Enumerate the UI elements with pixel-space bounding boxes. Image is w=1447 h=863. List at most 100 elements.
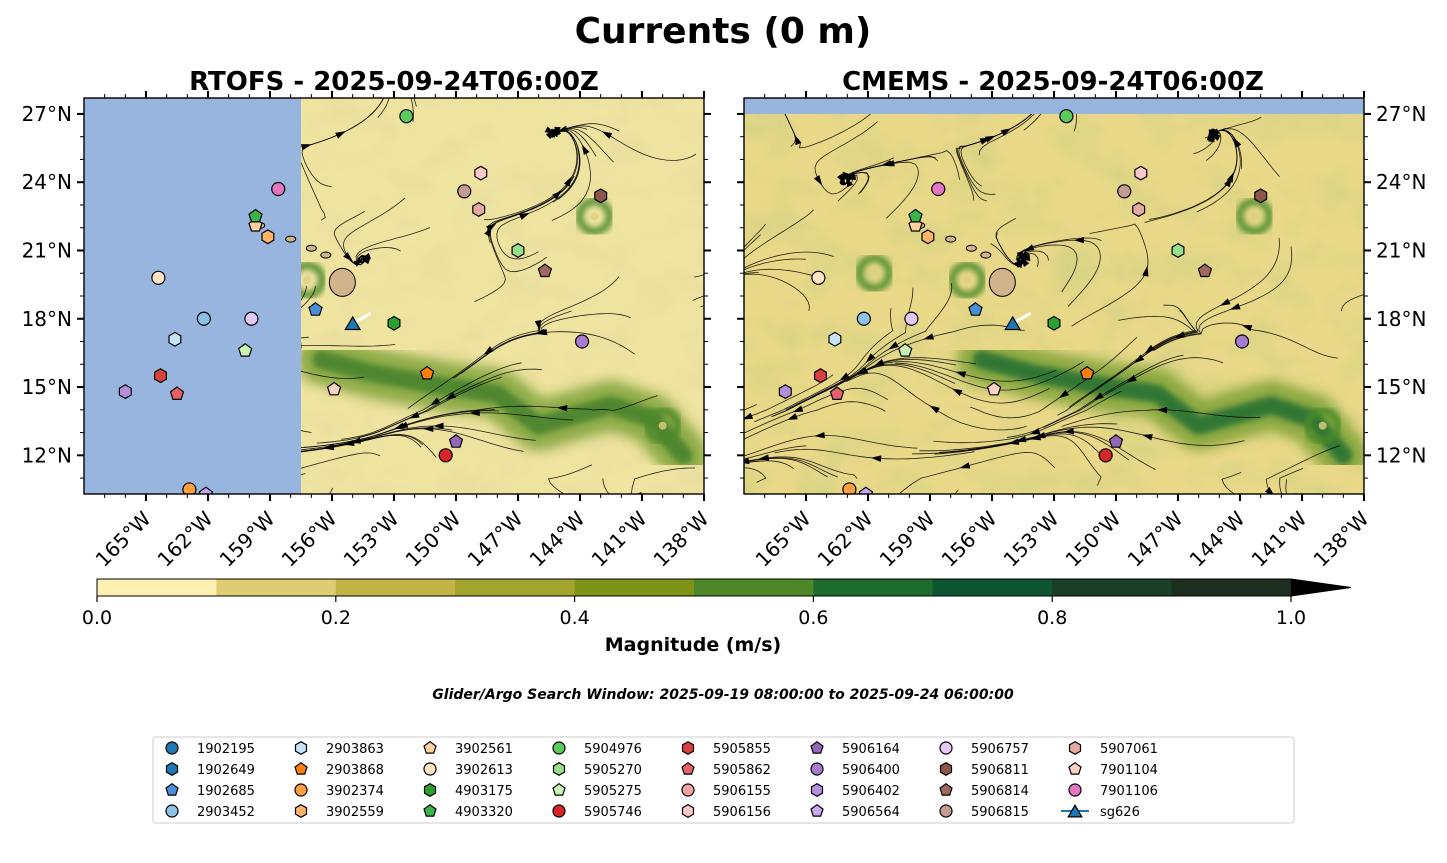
legend-entry-5906811: 5906811 — [939, 762, 1029, 778]
island — [285, 235, 297, 243]
legend-label: 5906757 — [971, 742, 1029, 757]
legend-entry-3902613: 3902613 — [423, 762, 513, 778]
float-marker-5906164 — [1108, 434, 1124, 448]
legend-entry-5906164: 5906164 — [810, 740, 900, 757]
legend-marker — [294, 741, 308, 755]
legend-entry-1902685: 1902685 — [165, 782, 255, 799]
float-marker-3902613 — [811, 270, 826, 285]
lon-tick-label: 138°W — [649, 506, 714, 571]
legend-label: 1902649 — [197, 763, 255, 778]
colorbar-segment — [574, 579, 695, 596]
float-marker-2903452 — [196, 311, 211, 326]
rtofs-missing-data — [84, 98, 301, 494]
island — [305, 244, 317, 252]
lat-tick-label: 18°N — [22, 307, 72, 331]
legend-marker — [423, 783, 437, 797]
rtofs-float-markers — [118, 109, 608, 494]
legend-marker — [165, 741, 179, 755]
eddy — [643, 406, 682, 445]
lat-tick-label: 18°N — [1376, 307, 1426, 331]
legend-entry-4903175: 4903175 — [423, 783, 513, 799]
float-marker-1902685 — [968, 302, 983, 316]
legend-entry-5906564: 5906564 — [810, 803, 900, 820]
legend-label: 4903320 — [455, 805, 513, 820]
colorbar-tick-label: 0.4 — [559, 607, 589, 629]
float-marker-5906402 — [778, 384, 792, 400]
float-marker-5906814 — [537, 263, 553, 278]
rtofs-jet — [296, 334, 704, 481]
legend-entry-2903863: 2903863 — [294, 741, 384, 757]
cmems-float-markers — [778, 109, 1268, 494]
colorbar-outline — [96, 578, 1352, 597]
legend-entry-7901106: 7901106 — [1068, 783, 1158, 799]
float-marker-5905270 — [1171, 243, 1185, 258]
legend-marker — [552, 762, 566, 776]
colorbar-segment — [335, 579, 456, 596]
legend-label: 1902195 — [197, 742, 255, 757]
colorbar-tick-label: 1.0 — [1276, 607, 1306, 629]
legend-marker — [810, 740, 824, 754]
figure-title: Currents (0 m) — [575, 11, 872, 52]
legend-marker — [552, 741, 566, 755]
legend-label: 1902685 — [197, 784, 255, 799]
colorbar-segment — [932, 579, 1053, 596]
legend-label: 5906156 — [713, 805, 771, 820]
float-marker-5907061 — [472, 202, 486, 217]
eddy — [1235, 197, 1274, 236]
float-marker-1902685 — [308, 302, 323, 316]
legend-label: 5906811 — [971, 763, 1029, 778]
legend-entry-2903868: 2903868 — [294, 761, 384, 778]
legend-entry-5905746: 5905746 — [552, 804, 642, 820]
float-marker-5905855 — [154, 368, 167, 384]
lon-tick-label: 138°W — [1309, 506, 1374, 571]
float-marker-2903868 — [1079, 365, 1095, 380]
legend-entry-5906757: 5906757 — [939, 741, 1029, 757]
lon-tick-label: 141°W — [587, 506, 652, 571]
float-marker-5905275 — [897, 343, 913, 357]
eddy — [855, 254, 894, 293]
legend-label: 5907061 — [1100, 742, 1158, 757]
legend-entry-5907061: 5907061 — [1068, 741, 1158, 757]
legend-marker — [165, 804, 179, 818]
float-marker-5906815 — [457, 184, 472, 199]
float-marker-3902559 — [261, 229, 275, 245]
colorbar-tick-label: 0.8 — [1037, 607, 1067, 629]
lon-tick-label: 156°W — [277, 506, 342, 571]
legend-label: 7901104 — [1100, 763, 1158, 778]
legend-marker — [423, 803, 437, 817]
float-marker-sg626 — [1004, 315, 1022, 331]
legend-label: 3902559 — [326, 805, 384, 820]
float-marker-3902613 — [151, 270, 166, 285]
legend-label: sg626 — [1100, 805, 1140, 820]
legend-label: 3902613 — [455, 763, 513, 778]
legend-marker — [165, 762, 179, 776]
legend-marker — [165, 782, 179, 796]
float-marker-3902559 — [921, 229, 935, 245]
lon-tick-label: 141°W — [1247, 506, 1312, 571]
legend-marker — [681, 783, 695, 797]
lat-tick-label: 24°N — [1376, 170, 1426, 194]
lon-tick-label: 165°W — [751, 506, 816, 571]
legend-marker — [681, 761, 695, 775]
lon-tick-label: 165°W — [91, 506, 156, 571]
legend-entry-5906156: 5906156 — [681, 804, 771, 820]
float-marker-7901106 — [931, 181, 946, 197]
legend-marker — [294, 783, 308, 797]
legend-marker — [939, 741, 953, 755]
legend-label: 5906815 — [971, 805, 1029, 820]
legend-label: 5906155 — [713, 784, 771, 799]
legend-label: 5905746 — [584, 805, 642, 820]
lon-tick-label: 147°W — [463, 506, 528, 571]
lon-tick-label: 159°W — [875, 506, 940, 571]
float-marker-5906400 — [1234, 334, 1250, 349]
legend-entry-5906400: 5906400 — [810, 762, 900, 778]
eddy — [575, 197, 614, 236]
colorbar-tick-label: 0.0 — [82, 607, 112, 629]
float-marker-4903175 — [1047, 315, 1061, 331]
float-marker-5904976 — [1059, 109, 1074, 124]
legend-label: 7901106 — [1100, 784, 1158, 799]
lon-tick-label: 162°W — [813, 506, 878, 571]
legend-marker — [1068, 761, 1082, 775]
legend-entry-4903320: 4903320 — [423, 803, 513, 820]
legend-label: 5904976 — [584, 742, 642, 757]
